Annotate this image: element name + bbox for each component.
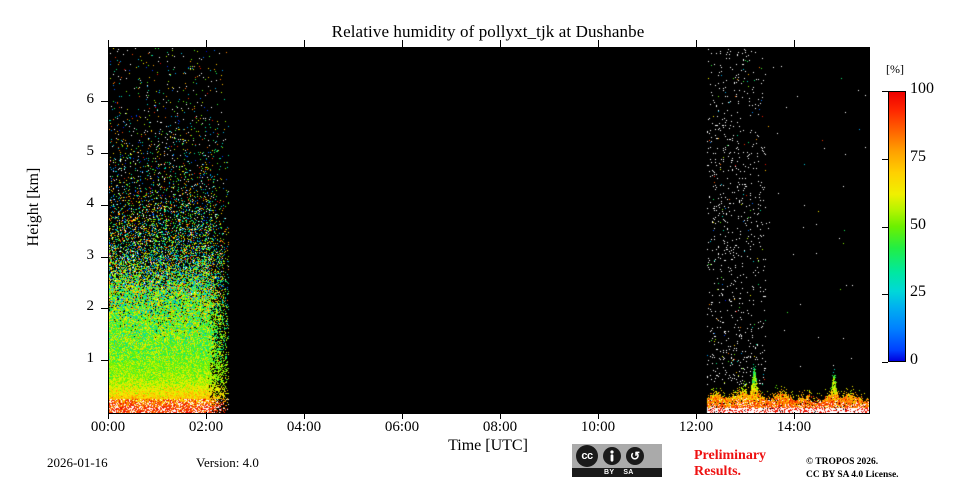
- colorbar: [888, 91, 906, 362]
- x-tick-label-4: 08:00: [482, 419, 518, 435]
- y-tick-label-1: 2: [86, 298, 95, 314]
- y-tick-5: [101, 101, 108, 102]
- y-tick-right-3: [862, 205, 869, 206]
- x-tick-label-1: 02:00: [188, 419, 224, 435]
- x-axis-title: Time [UTC]: [448, 437, 528, 454]
- x-tick-top-7: [794, 40, 795, 47]
- plot-area: [108, 47, 870, 414]
- y-tick-right-0: [862, 360, 869, 361]
- preliminary-line-1: Preliminary: [694, 448, 767, 463]
- colorbar-tick-label-4: 100: [910, 80, 934, 97]
- copyright-line-2: CC BY SA 4.0 License.: [806, 469, 899, 480]
- copyright-notice: © TROPOS 2026. CC BY SA 4.0 License.: [806, 456, 899, 482]
- colorbar-tick-1: [882, 294, 888, 295]
- heatmap-canvas: [109, 48, 869, 413]
- x-tick-top-5: [598, 40, 599, 47]
- y-tick-right-4: [862, 153, 869, 154]
- colorbar-gradient: [888, 91, 906, 362]
- y-tick-3: [101, 205, 108, 206]
- cc-by-icon: [603, 447, 621, 465]
- cc-sa-icon: ↺: [626, 447, 644, 465]
- colorbar-tick-label-1: 25: [910, 283, 926, 300]
- colorbar-tick-0: [882, 362, 888, 363]
- x-tick-label-7: 14:00: [776, 419, 812, 435]
- y-tick-right-2: [862, 257, 869, 258]
- x-tick-top-3: [402, 40, 403, 47]
- x-tick-label-3: 06:00: [384, 419, 420, 435]
- y-tick-0: [101, 360, 108, 361]
- x-tick-4: [500, 412, 501, 419]
- y-tick-right-5: [862, 101, 869, 102]
- cc-badge-icons: cc ↺: [572, 444, 662, 468]
- footer-version: Version: 4.0: [196, 455, 259, 470]
- cc-badge-labels: BY SA: [572, 468, 662, 477]
- colorbar-tick-label-3: 75: [910, 148, 926, 165]
- page-title: Relative humidity of pollyxt_tjk at Dush…: [331, 22, 645, 41]
- x-tick-label-2: 04:00: [286, 419, 322, 435]
- x-tick-top-2: [304, 40, 305, 47]
- copyright-line-1: © TROPOS 2026.: [806, 457, 879, 467]
- x-tick-top-1: [206, 40, 207, 47]
- y-tick-label-2: 3: [86, 247, 95, 263]
- x-tick-2: [304, 412, 305, 419]
- x-tick-0: [108, 412, 109, 419]
- footer-date: 2026-01-16: [47, 455, 108, 470]
- y-tick-label-0: 1: [86, 350, 95, 366]
- y-tick-label-3: 4: [86, 195, 95, 211]
- x-tick-6: [696, 412, 697, 419]
- cc-sa-label: SA: [623, 469, 634, 476]
- colorbar-tick-4: [882, 91, 888, 92]
- x-tick-top-0: [108, 40, 109, 47]
- x-tick-5: [598, 412, 599, 419]
- x-tick-top-4: [500, 40, 501, 47]
- colorbar-tick-label-2: 50: [910, 216, 926, 233]
- y-tick-1: [101, 308, 108, 309]
- y-tick-label-5: 6: [86, 91, 95, 107]
- creative-commons-badge[interactable]: cc ↺ BY SA: [572, 444, 662, 477]
- x-tick-label-0: 00:00: [90, 419, 126, 435]
- x-tick-label-5: 10:00: [580, 419, 616, 435]
- colorbar-tick-2: [882, 227, 888, 228]
- x-tick-3: [402, 412, 403, 419]
- cc-by-label: BY: [604, 469, 615, 476]
- x-tick-label-6: 12:00: [678, 419, 714, 435]
- preliminary-line-2: Results.: [694, 464, 742, 480]
- preliminary-results-notice: Preliminary Results.: [694, 448, 766, 480]
- y-tick-4: [101, 153, 108, 154]
- x-tick-1: [206, 412, 207, 419]
- colorbar-unit-label: [%]: [886, 62, 904, 76]
- colorbar-tick-3: [882, 159, 888, 160]
- y-tick-label-4: 5: [86, 143, 95, 159]
- y-tick-right-1: [862, 308, 869, 309]
- y-tick-2: [101, 257, 108, 258]
- cc-logo-icon: cc: [576, 445, 598, 467]
- colorbar-tick-label-0: 0: [910, 351, 918, 368]
- x-tick-top-6: [696, 40, 697, 47]
- x-tick-7: [794, 412, 795, 419]
- y-axis-title: Height [km]: [25, 167, 42, 247]
